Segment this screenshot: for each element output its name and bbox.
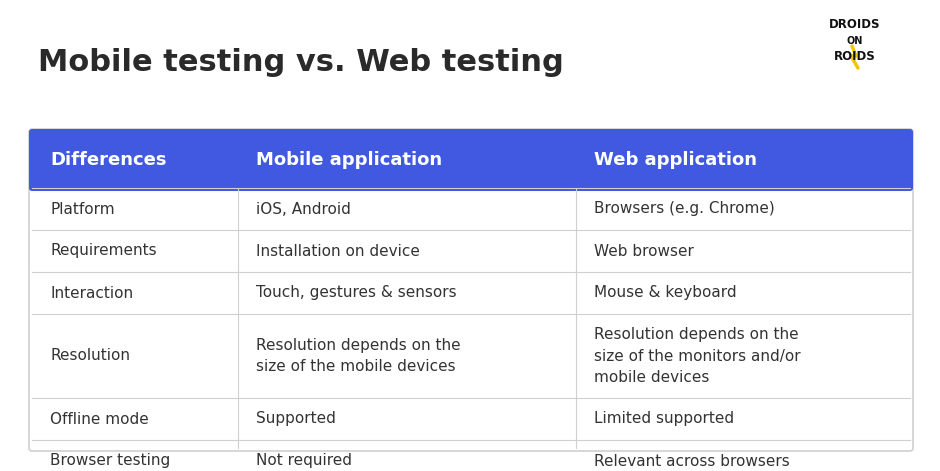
Text: Browsers (e.g. Chrome): Browsers (e.g. Chrome) bbox=[594, 202, 776, 217]
Text: Offline mode: Offline mode bbox=[50, 412, 149, 427]
Text: Touch, gestures & sensors: Touch, gestures & sensors bbox=[257, 285, 457, 300]
FancyBboxPatch shape bbox=[29, 129, 913, 191]
Text: Limited supported: Limited supported bbox=[594, 412, 734, 427]
Text: Browser testing: Browser testing bbox=[50, 454, 170, 469]
Text: Mobile application: Mobile application bbox=[257, 151, 443, 169]
Text: Resolution: Resolution bbox=[50, 349, 130, 364]
Text: iOS, Android: iOS, Android bbox=[257, 202, 352, 217]
Text: Requirements: Requirements bbox=[50, 244, 157, 259]
Bar bbox=[32, 160, 910, 188]
Text: ROIDS: ROIDS bbox=[834, 50, 876, 63]
Text: Mouse & keyboard: Mouse & keyboard bbox=[594, 285, 737, 300]
Text: Web browser: Web browser bbox=[594, 244, 695, 259]
Text: ON: ON bbox=[847, 36, 863, 46]
Text: Interaction: Interaction bbox=[50, 285, 133, 300]
Text: Resolution depends on the
size of the mobile devices: Resolution depends on the size of the mo… bbox=[257, 338, 461, 374]
Text: Relevant across browsers: Relevant across browsers bbox=[594, 454, 791, 469]
Text: Mobile testing vs. Web testing: Mobile testing vs. Web testing bbox=[38, 48, 564, 77]
Text: Supported: Supported bbox=[257, 412, 337, 427]
Text: Installation on device: Installation on device bbox=[257, 244, 420, 259]
Text: Resolution depends on the
size of the monitors and/or
mobile devices: Resolution depends on the size of the mo… bbox=[594, 327, 801, 384]
Text: Platform: Platform bbox=[50, 202, 115, 217]
Text: Differences: Differences bbox=[50, 151, 166, 169]
Text: Web application: Web application bbox=[594, 151, 758, 169]
Text: Not required: Not required bbox=[257, 454, 352, 469]
FancyBboxPatch shape bbox=[29, 129, 913, 451]
Text: DROIDS: DROIDS bbox=[829, 18, 881, 31]
